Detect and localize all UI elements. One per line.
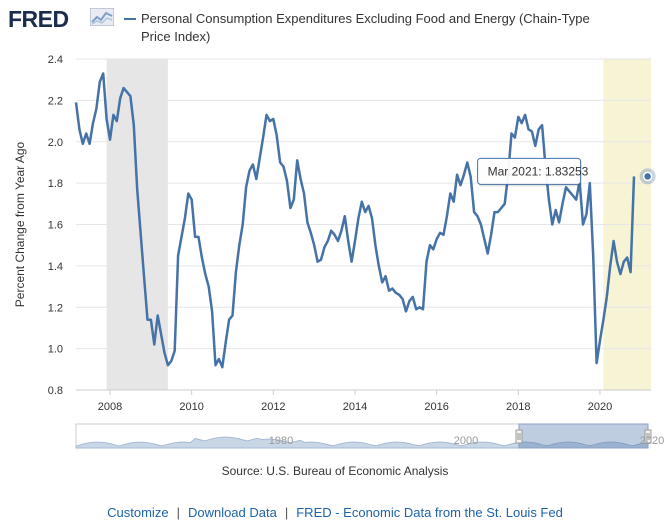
source-note: Source: U.S. Bureau of Economic Analysis [221, 464, 449, 478]
x-tick-label: 2020 [588, 401, 612, 413]
customize-link[interactable]: Customize [107, 505, 169, 520]
y-tick-label: 1.4 [48, 261, 63, 273]
separator: | [176, 505, 180, 520]
plot-area: 0.8 1.0 1.2 1.4 1.6 1.8 2.0 2.2 2.4 2008 2010 2012 2… [13, 54, 656, 413]
fred-logo[interactable]: FRED [8, 6, 69, 32]
tooltip-text: Mar 2021: 1.83253 [488, 164, 589, 178]
navigator[interactable]: 1980 2000 2020 [75, 423, 664, 449]
y-tick-label: 1.0 [48, 344, 63, 356]
x-tick-label: 2010 [179, 401, 203, 413]
navigator-selection[interactable] [518, 423, 649, 449]
chart-header: FRED Personal Consumption Expenditures E… [0, 0, 670, 56]
series-line[interactable] [74, 72, 636, 369]
y-tick-label: 1.6 [48, 220, 63, 232]
x-tick-label: 2008 [98, 401, 122, 413]
y-tick-label: 2.4 [48, 54, 63, 66]
tooltip-box [477, 157, 582, 185]
download-data-link[interactable]: Download Data [187, 505, 277, 520]
y-tick-label: 0.8 [48, 385, 63, 397]
x-tick-label: 2018 [506, 401, 530, 413]
x-tick-label: 2014 [343, 401, 367, 413]
navigator-left-handle[interactable] [515, 429, 523, 444]
y-tick-label: 1.2 [48, 302, 63, 314]
x-tick-label: 2012 [261, 401, 285, 413]
hover-marker[interactable] [642, 171, 653, 182]
chart-title: Personal Consumption Expenditures Exclud… [141, 11, 590, 44]
separator: | [284, 505, 289, 520]
navigator-series-area [75, 436, 649, 449]
y-tick-label: 2.0 [48, 137, 63, 149]
y-tick-label: 1.8 [48, 178, 63, 190]
navigator-tick-label: 1980 [269, 435, 293, 447]
fred-home-link[interactable]: FRED - Economic Data from the St. Louis … [296, 505, 563, 520]
x-tick-label: 2016 [424, 401, 448, 413]
fred-logo-chart-icon [90, 8, 114, 26]
legend-series-marker [124, 18, 136, 20]
footer-links: Customize | Download Data | FRED - Economic … [0, 505, 670, 520]
navigator-right-handle[interactable] [644, 429, 652, 444]
y-tick-label: 2.2 [48, 95, 63, 107]
navigator-tick-label: 2000 [454, 435, 478, 447]
chart-svg: 0.8 1.0 1.2 1.4 1.6 1.8 2.0 2.2 2.4 2008 2010 2012 2… [13, 54, 664, 449]
navigator-tick-label: 2020 [640, 435, 664, 447]
y-axis-label: Percent Change from Year Ago [13, 141, 27, 307]
